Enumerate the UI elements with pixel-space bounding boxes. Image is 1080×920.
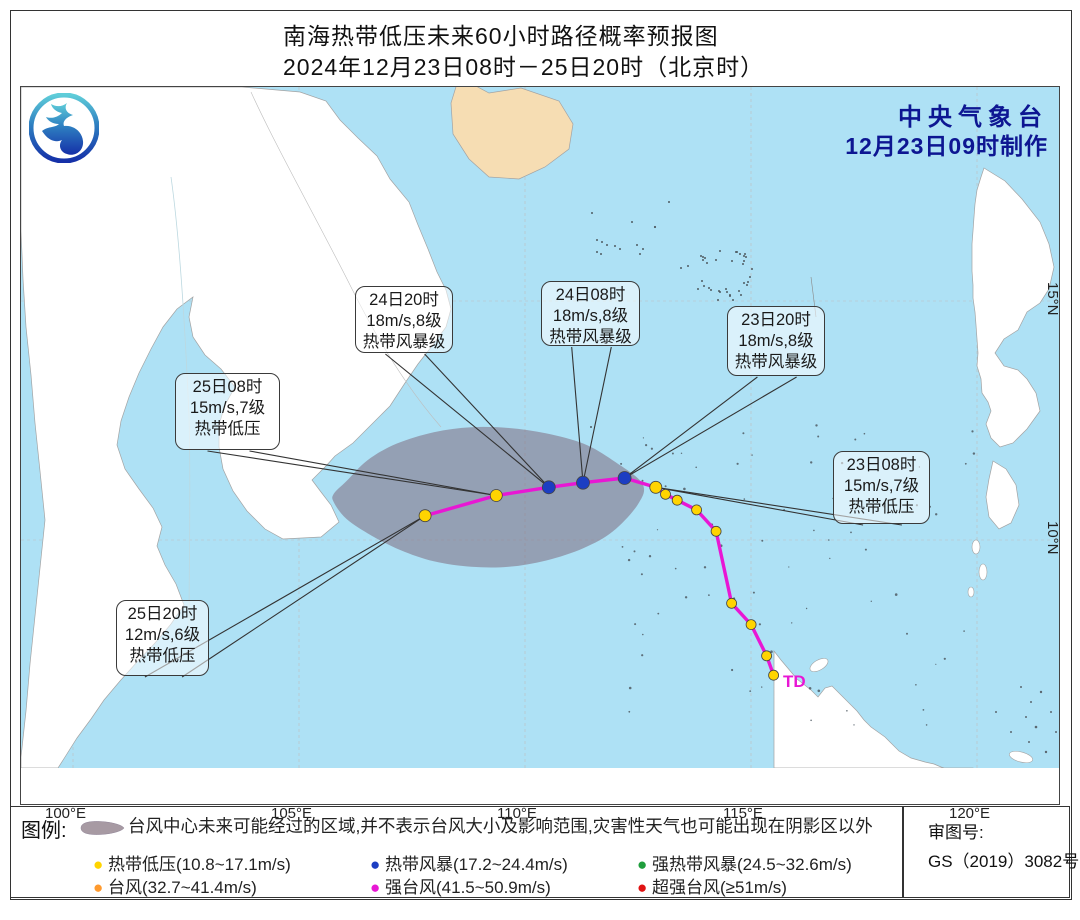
svg-text:TD: TD xyxy=(783,672,806,691)
